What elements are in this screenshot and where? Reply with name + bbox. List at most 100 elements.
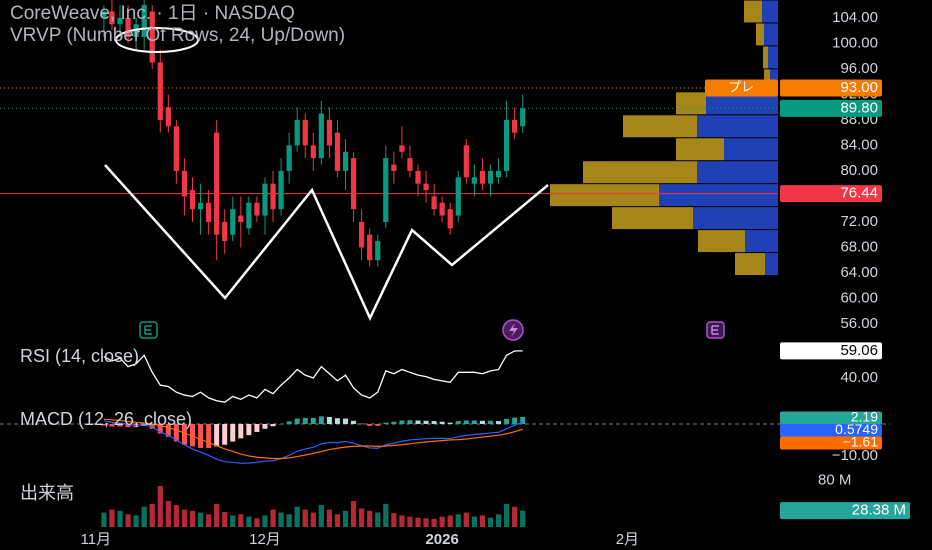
profile-down-bar (612, 207, 693, 230)
price-label-box (780, 185, 882, 203)
profile-down-bar (676, 138, 724, 161)
volume-bar (495, 514, 502, 527)
volume-bar (238, 514, 244, 527)
y-tick-label: 72.00 (840, 213, 878, 230)
volume-bar (342, 510, 349, 527)
volume-bar (302, 509, 308, 527)
candle-body (487, 170, 494, 184)
candle-body (230, 209, 236, 235)
candle-body (205, 202, 212, 222)
x-tick-label: 11月 (81, 531, 112, 548)
candle-body (310, 145, 316, 159)
earnings-icon[interactable] (706, 321, 725, 339)
volume-bar (431, 518, 437, 527)
icon-glyph (509, 323, 518, 337)
candle-body (238, 215, 244, 222)
histogram-bar (101, 423, 107, 426)
profile-up-bar (724, 138, 778, 161)
volume-bar (439, 516, 445, 527)
volume-bar (181, 509, 188, 527)
candle-body (334, 132, 341, 171)
volume-bar (270, 509, 276, 527)
y-tick-label: 64.00 (840, 264, 878, 281)
candle-body (214, 132, 220, 235)
volume-bar (479, 515, 486, 527)
icon-glyph (711, 325, 719, 335)
histogram-bar (326, 416, 332, 424)
volume-bar (133, 515, 139, 527)
volume-bar (173, 505, 179, 527)
candle-body (157, 62, 163, 120)
marks-layer (101, 0, 526, 527)
histogram-bar (310, 417, 316, 424)
volume-bar (359, 508, 365, 527)
histogram-bar (149, 423, 155, 429)
histogram-bar (334, 418, 340, 424)
candle-body (197, 202, 204, 210)
histogram-bar (504, 418, 510, 424)
candle-body (246, 202, 252, 229)
histogram-bar (246, 423, 252, 436)
volume-bar (512, 506, 518, 527)
profile-up-bar (659, 184, 778, 207)
last-value-box (780, 342, 882, 360)
price-label: 76.44 (840, 185, 878, 202)
volume-bar (463, 512, 469, 527)
histogram-bar (270, 423, 276, 427)
histogram-bar (367, 423, 373, 426)
candle-body (512, 119, 518, 133)
last-volume-label: 28.38 M (852, 502, 906, 519)
histogram-bar (463, 420, 469, 424)
candle-body (423, 183, 429, 191)
histogram-bar (431, 421, 437, 424)
front-layer: CoreWeave, Inc. · 1日 · NASDAQ VRVP (Numb… (10, 3, 725, 503)
volume-bar (326, 509, 333, 527)
profile-down-bar (676, 92, 706, 115)
macd-title: MACD (12, 26, close) (20, 409, 192, 429)
histogram-bar (214, 423, 220, 447)
candle-body (117, 17, 123, 25)
histogram-bar (189, 423, 195, 447)
histogram-bar (302, 417, 308, 424)
histogram-bar (359, 423, 365, 425)
volume-bar (117, 510, 123, 527)
candle-body (350, 158, 357, 210)
histogram-bar (407, 420, 413, 424)
y-tick-label: 80 M (818, 472, 851, 489)
histogram-bar (512, 417, 518, 424)
volume-bar (334, 514, 341, 527)
volume-bar (487, 517, 494, 527)
volume-bar (350, 501, 357, 527)
candle-body (141, 5, 147, 37)
volume-bar (407, 516, 413, 527)
price-tag: プレ (728, 79, 754, 94)
profile-up-bar (764, 23, 778, 46)
volume-bar (415, 517, 421, 527)
volume-bar (286, 514, 292, 527)
earnings-icon[interactable] (139, 321, 158, 339)
volume-bar (447, 515, 453, 527)
volume-bar (205, 514, 212, 527)
volume-title: 出来高 (20, 483, 74, 503)
histogram-bar (181, 423, 187, 445)
candle-body (125, 17, 131, 37)
histogram-bar (391, 421, 397, 424)
volume-bar (471, 516, 477, 527)
price-label: 93.00 (840, 79, 878, 96)
volume-bar (165, 501, 171, 527)
histogram-bar (343, 418, 349, 424)
y-tick-label: 60.00 (840, 289, 878, 306)
histogram-bar (173, 423, 179, 442)
volume-bar (222, 511, 228, 527)
event-icon[interactable] (502, 319, 524, 341)
candle-body (302, 119, 308, 146)
macd-last-box (780, 424, 882, 437)
volume-bar (125, 514, 131, 527)
volume-bar (141, 506, 147, 527)
profile-down-bar (735, 253, 765, 276)
candle-body (254, 202, 260, 216)
histogram-bar (487, 420, 493, 424)
profile-down-bar (698, 230, 745, 253)
candle-body (463, 145, 469, 178)
